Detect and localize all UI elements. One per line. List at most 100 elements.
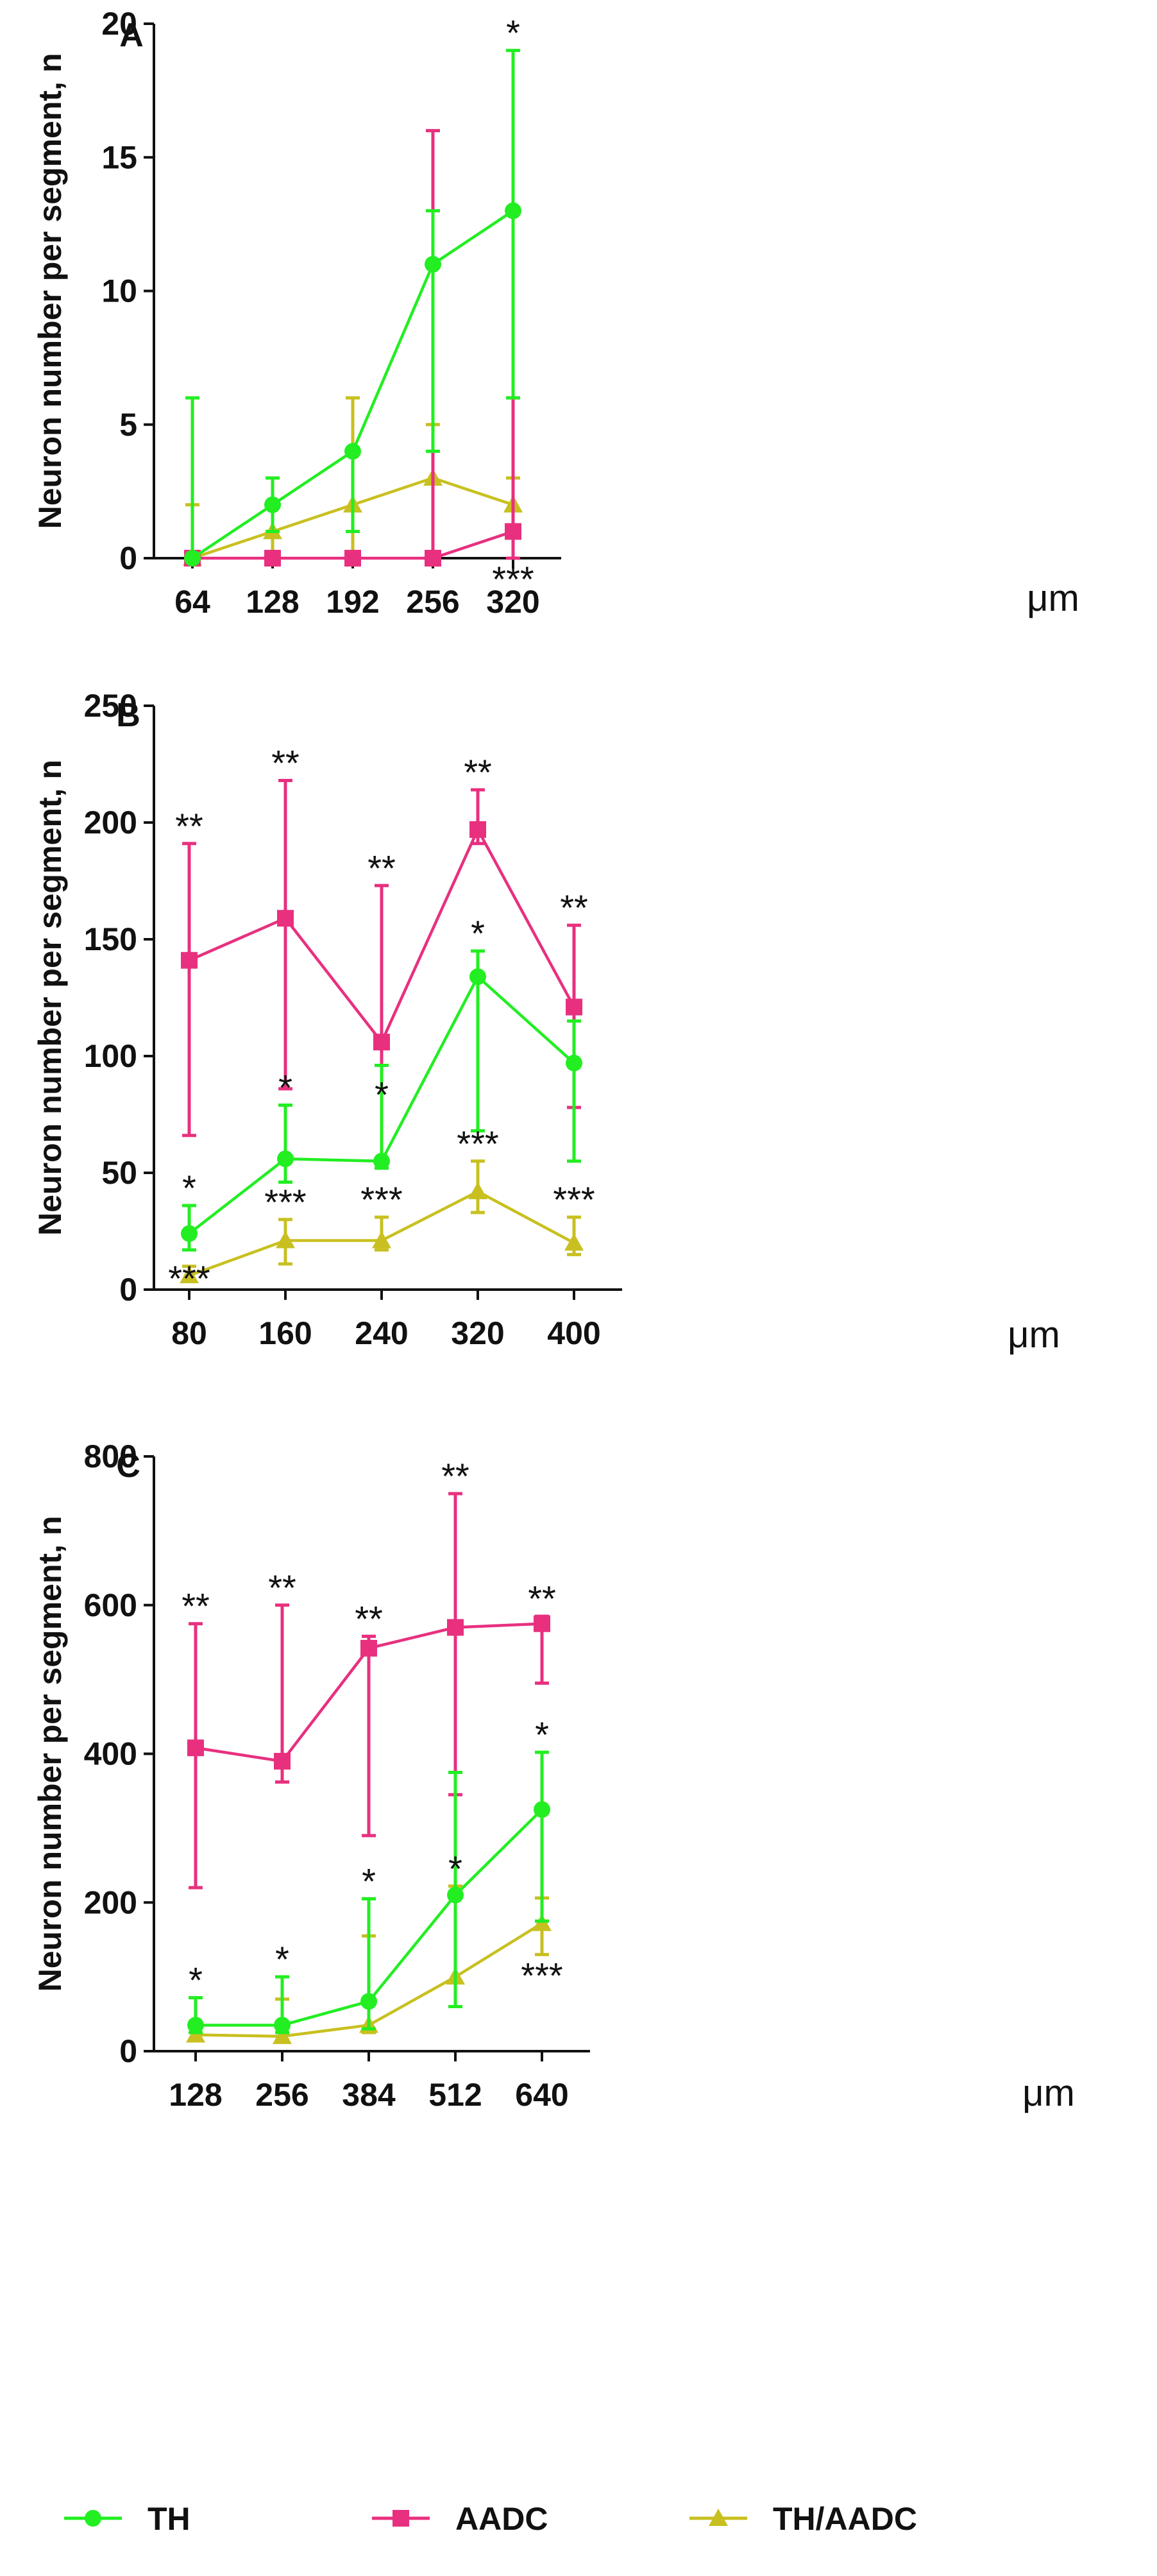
data-point: [360, 1993, 377, 2010]
y-tick-label: 20: [101, 6, 137, 42]
significance-marker: *: [362, 1861, 376, 1901]
y-tick-label: 600: [84, 1587, 137, 1623]
data-point: [344, 443, 361, 460]
data-point: [373, 1152, 390, 1170]
x-axis-unit: μm: [1022, 2072, 1075, 2114]
data-point: [344, 550, 361, 567]
significance-marker: *: [278, 1067, 292, 1107]
chart-panel-a: A Neuron number per segment, n 0 5 10 15 20 64 1…: [32, 6, 1079, 620]
data-point: [187, 1739, 204, 1757]
data-point: [566, 1054, 582, 1071]
data-point: [534, 1801, 550, 1818]
legend-label: AADC: [455, 2501, 548, 2537]
significance-marker: ***: [168, 1258, 210, 1299]
y-tick-label: 150: [84, 921, 137, 957]
significance-marker: ***: [492, 559, 534, 599]
y-tick-label: 15: [101, 139, 137, 175]
data-point: [372, 1231, 391, 1249]
x-tick-label: 128: [169, 2077, 222, 2113]
data-point: [469, 968, 486, 985]
significance-marker: ***: [521, 1955, 562, 1995]
series-th: [187, 1750, 550, 2034]
data-point: [425, 255, 441, 273]
panel-label: A: [119, 17, 144, 54]
data-point: [274, 1753, 291, 1770]
x-tick-label: 320: [451, 1315, 504, 1351]
x-tick-label: 80: [171, 1315, 207, 1351]
series-aadc: [187, 1492, 550, 1889]
data-point: [566, 998, 582, 1016]
y-axis-label: Neuron number per segment, n: [32, 1516, 68, 1992]
legend-label: TH: [148, 2501, 190, 2537]
data-point: [273, 2026, 292, 2044]
x-tick-label: 400: [547, 1315, 600, 1351]
significance-marker: **: [464, 752, 492, 792]
significance-marker: **: [560, 887, 588, 928]
data-point: [181, 951, 198, 969]
y-tick-label: 5: [119, 407, 137, 443]
y-tick-label: 50: [101, 1155, 137, 1191]
y-tick-label: 100: [84, 1038, 137, 1074]
data-point: [447, 1886, 464, 1904]
data-point: [468, 1182, 487, 1200]
x-tick-label: 384: [342, 2077, 396, 2113]
series-th: [181, 949, 582, 1252]
significance-marker: *: [535, 1714, 549, 1755]
significance-marker: *: [182, 1168, 196, 1208]
significance-marker: *: [471, 913, 485, 953]
data-point: [274, 2017, 291, 2034]
x-tick-label: 256: [255, 2077, 308, 2113]
significance-marker: ***: [553, 1179, 595, 1220]
series-aadc: [181, 778, 582, 1138]
y-axis-label: Neuron number per segment, n: [32, 760, 68, 1236]
y-tick-label: 200: [84, 1884, 137, 1920]
y-tick-label: 0: [119, 540, 137, 576]
legend-marker: [709, 2509, 728, 2526]
data-point: [264, 550, 281, 567]
data-point: [276, 1231, 295, 1249]
y-tick-label: 250: [84, 688, 137, 724]
x-axis-unit: μm: [1027, 577, 1079, 619]
significance-marker: **: [271, 742, 300, 783]
x-tick-label: 512: [428, 2077, 482, 2113]
significance-marker: **: [528, 1578, 556, 1619]
x-axis-unit: μm: [1008, 1314, 1060, 1356]
data-point: [277, 910, 294, 927]
data-point: [564, 1233, 584, 1251]
significance-marker: **: [441, 1456, 469, 1496]
y-tick-label: 10: [101, 273, 137, 309]
panel-label: B: [116, 697, 140, 734]
data-point: [184, 550, 201, 567]
significance-marker: **: [367, 848, 396, 888]
y-tick-label: 200: [84, 805, 137, 840]
x-tick-label: 160: [258, 1315, 312, 1351]
significance-marker: *: [506, 13, 520, 53]
x-tick-label: 240: [355, 1315, 408, 1351]
y-axis-label: Neuron number per segment, n: [32, 53, 68, 529]
data-point: [180, 1266, 199, 1284]
significance-marker: ***: [264, 1182, 306, 1222]
data-point: [505, 523, 521, 540]
y-tick-label: 0: [119, 2033, 137, 2069]
data-point: [181, 1225, 198, 1242]
data-point: [469, 821, 486, 838]
x-tick-label: 128: [246, 584, 299, 620]
panel-label: C: [116, 1447, 140, 1485]
significance-marker: **: [268, 1567, 296, 1608]
significance-marker: *: [375, 1074, 389, 1114]
significance-marker: **: [175, 806, 203, 846]
y-tick-label: 800: [84, 1438, 137, 1474]
y-tick-label: 400: [84, 1736, 137, 1772]
significance-marker: ***: [457, 1123, 498, 1164]
significance-marker: **: [355, 1598, 383, 1639]
data-point: [360, 1639, 377, 1657]
series-th: [184, 49, 521, 567]
data-point: [534, 1615, 550, 1632]
significance-marker: *: [189, 1960, 203, 2000]
y-tick-label: 0: [119, 1272, 137, 1308]
significance-marker: *: [275, 1939, 289, 1979]
series-th-aadc: [180, 1159, 584, 1284]
x-tick-label: 64: [174, 584, 210, 620]
data-point: [447, 1619, 464, 1636]
